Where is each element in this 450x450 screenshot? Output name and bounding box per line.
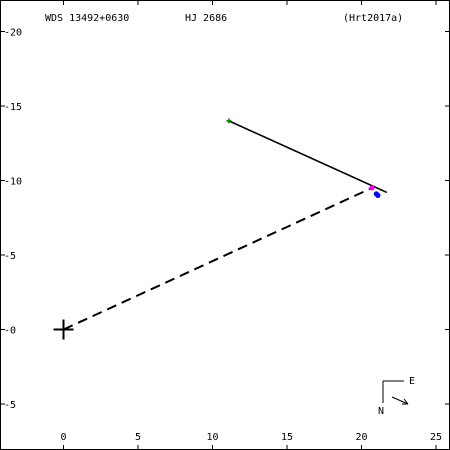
compass-axes: [382, 380, 404, 403]
y-tick-label: -5: [4, 400, 16, 411]
observation-point-3: [375, 192, 381, 198]
x-tick-label: 20: [355, 432, 367, 443]
compass-north-label: N: [378, 406, 384, 417]
reference-label: (Hrt2017a): [343, 13, 403, 24]
x-tick-label: 25: [430, 432, 442, 443]
orbit-motion-line: [228, 120, 388, 194]
separation-dashed-line: [63, 187, 373, 331]
y-tick-label: -5: [4, 251, 16, 262]
x-tick-label: 15: [281, 432, 293, 443]
discoverer-label: HJ 2686: [185, 13, 227, 24]
wds-id-label: WDS 13492+0630: [45, 13, 129, 24]
x-tick-label: 0: [60, 432, 66, 443]
chart-marks: [53, 118, 388, 340]
compass-rose: E N: [378, 376, 415, 417]
compass-east-label: E: [409, 376, 415, 387]
x-tick-label: 10: [206, 432, 218, 443]
y-tick-label: -20: [4, 28, 22, 39]
y-tick-label: -0: [4, 326, 16, 337]
y-tick-label: -15: [4, 102, 22, 113]
y-tick-label: -10: [4, 177, 22, 188]
compass-arrow-icon: [391, 396, 409, 405]
x-tick-label: 5: [135, 432, 141, 443]
observation-point-1: [369, 185, 375, 191]
